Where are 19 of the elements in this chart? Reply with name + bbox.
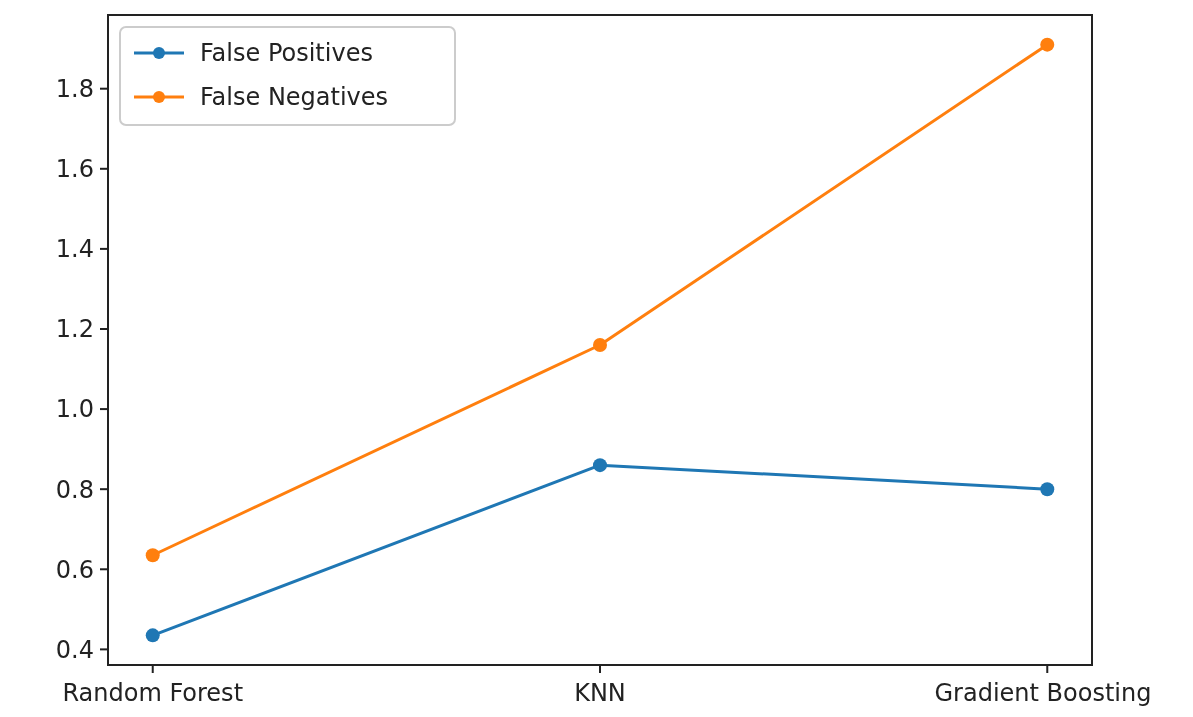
point [1040,37,1055,52]
point [145,628,160,643]
x-tick-label: Gradient Boosting [934,679,1152,707]
legend-label: False Positives [200,39,373,68]
point [1040,482,1055,497]
point [593,458,607,473]
y-tick-label: 1.8 [55,75,94,104]
x-tick-label: Random Forest [62,679,244,707]
y-tick-label: 1.4 [55,235,94,264]
point [145,548,160,563]
y-tick-label: 0.6 [55,555,94,584]
y-tick-label: 0.8 [55,475,94,504]
legend-label: False Negatives [200,83,389,112]
y-tick-label: 0.4 [55,635,94,664]
y-tick-label: 1.0 [55,395,94,424]
y-tick-label: 1.6 [55,155,94,184]
x-tick-label: KNN [574,679,626,707]
point [593,338,607,353]
y-tick-label: 1.2 [55,315,94,344]
